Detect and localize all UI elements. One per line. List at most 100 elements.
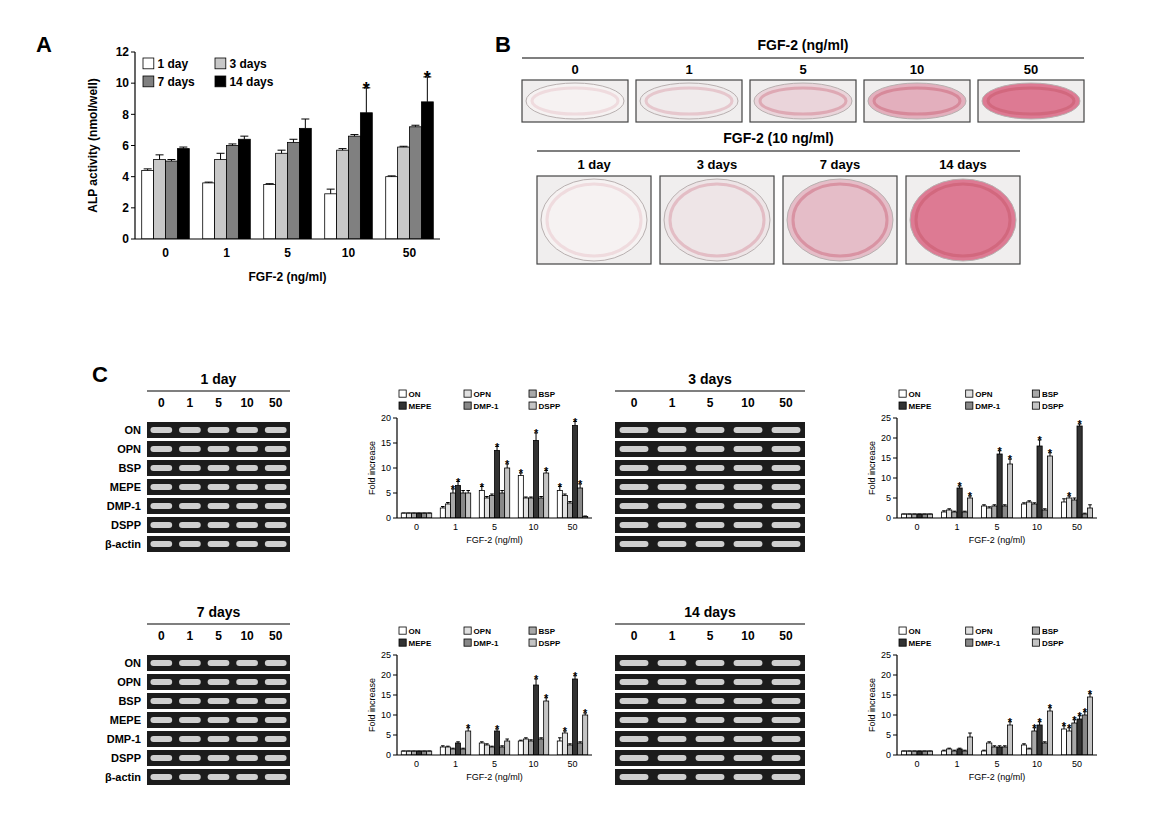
error-cap bbox=[913, 514, 917, 515]
gel-band bbox=[772, 679, 801, 685]
error-bar bbox=[461, 491, 465, 494]
significance-star: * bbox=[573, 670, 578, 682]
error-bar bbox=[558, 738, 562, 741]
legend-label: BSP bbox=[539, 390, 556, 399]
significance-star: * bbox=[466, 722, 471, 734]
legend-label: BSP bbox=[539, 627, 556, 636]
dish bbox=[522, 80, 628, 122]
legend-label: 1 day bbox=[157, 57, 188, 71]
gel-band bbox=[150, 679, 172, 685]
bar bbox=[264, 184, 276, 239]
dish-well bbox=[868, 83, 966, 119]
gel-band bbox=[696, 698, 725, 704]
x-tick-label: 5 bbox=[994, 522, 999, 532]
gel-strip bbox=[615, 712, 805, 728]
lane-label: 10 bbox=[240, 629, 254, 643]
gel-band bbox=[265, 679, 287, 685]
error-bar bbox=[1043, 509, 1047, 510]
gel-band bbox=[734, 427, 763, 433]
error-bar bbox=[505, 739, 509, 741]
x-axis-label: FGF-2 (ng/ml) bbox=[249, 270, 327, 284]
gel-band bbox=[179, 717, 201, 723]
dish-label: 10 bbox=[910, 62, 924, 77]
gel-band bbox=[265, 698, 287, 704]
error-cap bbox=[942, 510, 946, 511]
bar bbox=[461, 749, 466, 755]
bar bbox=[1021, 745, 1026, 755]
bar bbox=[1087, 508, 1092, 518]
bars bbox=[901, 694, 1092, 755]
legend-label: OPN bbox=[474, 390, 492, 399]
gene-label: ON bbox=[125, 657, 142, 669]
error-bar bbox=[167, 160, 175, 162]
significance-star: * bbox=[968, 490, 973, 502]
dish-well bbox=[541, 179, 647, 261]
gel-band bbox=[772, 427, 801, 433]
bar bbox=[177, 149, 189, 239]
gel-band bbox=[772, 541, 801, 547]
gel-band bbox=[696, 755, 725, 761]
x-tick-label: 5 bbox=[284, 246, 291, 260]
gel-band bbox=[734, 541, 763, 547]
bar bbox=[1072, 723, 1077, 755]
error-cap bbox=[987, 741, 991, 742]
error-bar bbox=[918, 751, 922, 752]
bar bbox=[445, 747, 450, 755]
bar bbox=[1007, 464, 1012, 518]
error-cap bbox=[402, 513, 406, 514]
legend-swatch bbox=[215, 58, 226, 69]
error-cap bbox=[217, 153, 225, 154]
gene-label: DSPP bbox=[111, 752, 141, 764]
legend-label: ON bbox=[409, 390, 421, 399]
bar bbox=[997, 454, 1002, 518]
y-tick-label: 15 bbox=[381, 690, 391, 700]
gel-strip bbox=[147, 674, 290, 690]
lane-label: 5 bbox=[707, 629, 714, 643]
legend-swatch bbox=[899, 390, 906, 397]
error-cap bbox=[350, 134, 358, 135]
bar bbox=[461, 493, 466, 518]
error-cap bbox=[451, 748, 455, 749]
gene-label: MEPE bbox=[110, 481, 141, 493]
error-cap bbox=[982, 504, 986, 505]
gel-strip bbox=[615, 750, 805, 766]
gel-strip bbox=[147, 460, 290, 476]
error-bar bbox=[456, 742, 460, 743]
gel-background bbox=[147, 441, 290, 457]
gel-background bbox=[615, 441, 805, 457]
x-tick-label: 10 bbox=[342, 246, 356, 260]
bar bbox=[401, 513, 406, 518]
error-bar bbox=[388, 175, 396, 177]
error-cap bbox=[466, 490, 470, 491]
bar bbox=[1021, 504, 1026, 518]
gel-band bbox=[236, 736, 258, 742]
gel-band bbox=[208, 465, 230, 471]
dish bbox=[750, 80, 856, 122]
bar bbox=[957, 488, 962, 518]
error-bar bbox=[451, 748, 455, 750]
error-bar bbox=[993, 505, 997, 506]
bar bbox=[227, 146, 239, 240]
error-bar bbox=[987, 507, 991, 508]
error-bar bbox=[327, 189, 335, 194]
error-cap bbox=[1043, 508, 1047, 509]
dish-title: FGF-2 (10 ng/ml) bbox=[723, 130, 833, 146]
legend: ONOPNBSPMEPEDMP-1DSPP bbox=[399, 390, 561, 411]
gel-band bbox=[179, 679, 201, 685]
bar bbox=[386, 177, 398, 239]
bar bbox=[479, 743, 484, 755]
gel-band bbox=[236, 679, 258, 685]
gel-band bbox=[236, 698, 258, 704]
bar bbox=[456, 743, 461, 755]
dish-title: FGF-2 (ng/ml) bbox=[758, 37, 849, 53]
gene-label: DMP-1 bbox=[107, 733, 141, 745]
gel-band bbox=[734, 660, 763, 666]
gel-band bbox=[208, 736, 230, 742]
bars bbox=[901, 424, 1092, 518]
error-cap bbox=[500, 745, 504, 746]
gene-label: DMP-1 bbox=[107, 500, 141, 512]
legend-swatch bbox=[966, 390, 973, 397]
error-bar bbox=[963, 750, 967, 752]
y-tick-label: 15 bbox=[881, 453, 891, 463]
error-bar bbox=[902, 751, 906, 752]
